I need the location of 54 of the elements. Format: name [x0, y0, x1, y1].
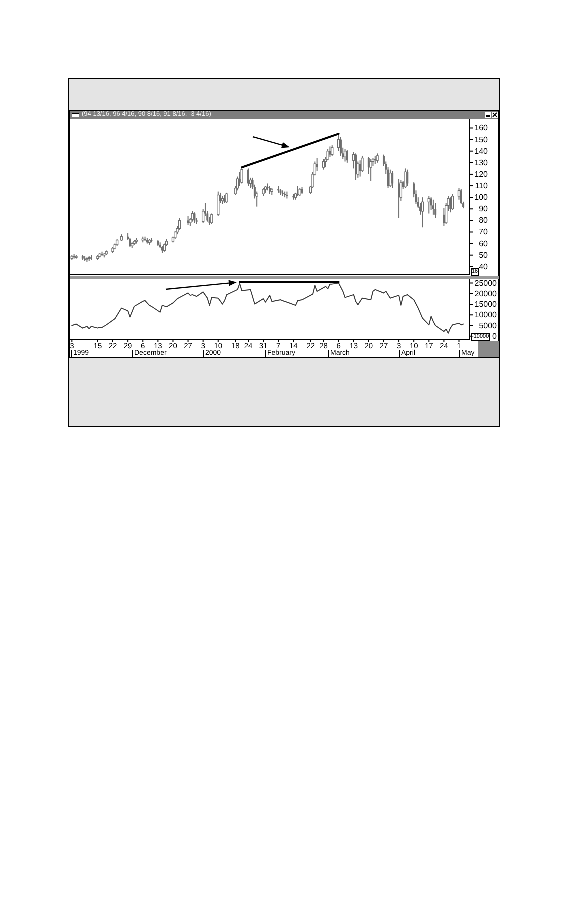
- candlestick: [178, 218, 182, 230]
- y-tick-label: 140: [474, 146, 489, 156]
- candlestick: [421, 197, 424, 228]
- candlestick: [389, 169, 392, 188]
- candlestick: [322, 158, 326, 170]
- y-tick-label: 5000: [479, 321, 498, 330]
- candlestick: [430, 197, 432, 211]
- candlestick: [406, 169, 409, 187]
- candlestick: [361, 155, 364, 173]
- candlestick: [191, 210, 194, 222]
- y-tick-label: 70: [479, 228, 489, 237]
- y-tick-label: 120: [474, 170, 489, 179]
- candlestick: [226, 192, 228, 204]
- candlestick: [296, 186, 299, 197]
- candlestick: [337, 134, 340, 152]
- candlestick: [129, 238, 132, 248]
- candlestick: [428, 196, 430, 214]
- y-tick-label: 100: [474, 193, 489, 202]
- candlestick: [451, 194, 454, 211]
- candlestick: [346, 150, 348, 164]
- candlestick: [316, 158, 318, 172]
- candlestick: [217, 191, 220, 217]
- candlestick: [247, 168, 250, 187]
- y-tick-label: 10000: [474, 310, 498, 320]
- y-tick-label: 0: [492, 332, 498, 341]
- line-series: [72, 282, 464, 334]
- candlestick: [344, 148, 347, 162]
- candlestick: [443, 207, 446, 227]
- y-tick-label: 50: [479, 250, 489, 260]
- y-tick-label: 40: [479, 262, 489, 272]
- candlestick: [432, 199, 434, 216]
- candlestick: [460, 188, 462, 206]
- candlestick: [370, 158, 372, 182]
- y-tick-label: 90: [479, 204, 489, 214]
- candlestick: [434, 202, 437, 219]
- candlestick: [450, 197, 452, 214]
- candlestick: [210, 213, 214, 225]
- candlestick: [240, 167, 244, 184]
- candlestick: [398, 178, 400, 219]
- candlestick: [458, 188, 461, 200]
- candlestick: [355, 153, 358, 181]
- candlestick: [376, 153, 379, 164]
- y-tick-label: 150: [474, 135, 489, 144]
- y-tick-label: 130: [474, 158, 489, 168]
- y-tick-label: 160: [474, 124, 489, 133]
- y-tick-label: 110: [475, 182, 489, 191]
- y-tick-label: 20000: [474, 289, 498, 298]
- candlestick: [340, 136, 342, 156]
- y-tick-label: 15000: [474, 300, 498, 310]
- candlestick: [392, 170, 394, 189]
- y-tick-label: 80: [479, 216, 489, 226]
- y-tick-label: 25000: [474, 278, 498, 288]
- candlestick: [329, 146, 332, 158]
- y-tick-label: 60: [479, 239, 489, 248]
